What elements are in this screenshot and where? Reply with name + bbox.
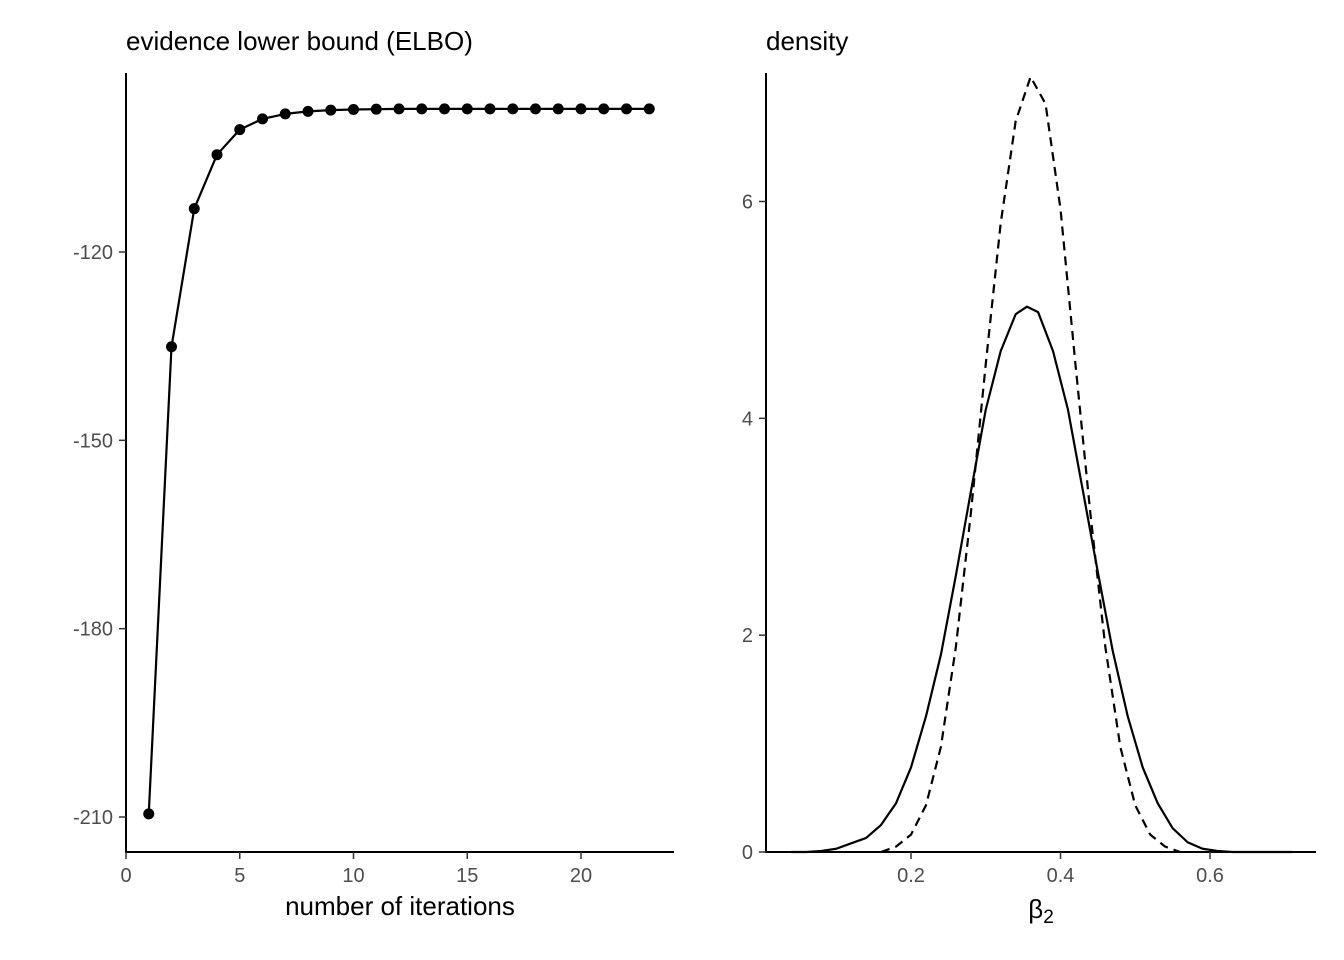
x-tick-label: 0 — [120, 865, 131, 887]
elbo-point — [575, 103, 587, 115]
y-tick-label: -180 — [73, 619, 113, 641]
density-x-axis-label-subscript: 2 — [1043, 907, 1054, 928]
x-tick-label: 20 — [570, 865, 592, 887]
elbo-point — [530, 103, 541, 115]
elbo-point — [143, 808, 155, 820]
y-tick-label: 4 — [742, 408, 753, 430]
density-x-axis-label: β2 — [1028, 894, 1054, 928]
density-x-ticks: 0.2 0.4 0.6 — [897, 852, 1224, 887]
y-tick-label: 2 — [742, 625, 753, 647]
elbo-panel: evidence lower bound (ELBO) -210 -180 -150… — [73, 26, 674, 921]
density-solid-curve — [791, 305, 1293, 854]
elbo-y-ticks: -210 -180 -150 -120 — [73, 242, 126, 829]
elbo-series — [143, 103, 655, 820]
elbo-point — [211, 149, 223, 161]
density-x-axis-label-base: β — [1028, 894, 1043, 924]
elbo-x-axis-label: number of iterations — [285, 891, 515, 921]
elbo-point — [484, 103, 496, 115]
elbo-point — [621, 103, 632, 115]
elbo-point — [598, 103, 610, 115]
density-dashed-curve — [880, 75, 1181, 854]
elbo-point — [416, 103, 428, 115]
y-tick-label: -150 — [73, 430, 113, 452]
y-tick-label: -120 — [73, 242, 113, 264]
x-tick-label: 10 — [342, 865, 364, 887]
elbo-point — [507, 103, 519, 115]
x-tick-label: 0.2 — [897, 865, 925, 887]
y-tick-label: 0 — [742, 842, 753, 864]
elbo-point — [643, 103, 655, 115]
elbo-point — [461, 103, 473, 115]
elbo-point — [234, 124, 246, 136]
elbo-point — [439, 103, 450, 115]
density-y-ticks: 0 2 4 6 — [742, 192, 766, 864]
elbo-chart-title: evidence lower bound (ELBO) — [126, 26, 473, 56]
elbo-point — [393, 103, 405, 115]
elbo-point — [279, 108, 291, 120]
elbo-point — [188, 203, 200, 215]
x-tick-label: 5 — [234, 865, 245, 887]
x-tick-label: 15 — [456, 865, 478, 887]
density-series — [791, 75, 1293, 854]
x-tick-label: 0.6 — [1196, 865, 1224, 887]
elbo-point — [370, 103, 382, 115]
elbo-point — [552, 103, 564, 115]
elbo-x-ticks: 0 5 10 15 20 — [120, 852, 592, 887]
x-tick-label: 0.4 — [1047, 865, 1075, 887]
elbo-point — [348, 103, 359, 115]
y-tick-label: 6 — [742, 192, 753, 214]
elbo-point — [302, 105, 314, 117]
y-tick-label: -210 — [73, 807, 113, 829]
elbo-point — [325, 104, 337, 116]
density-chart-title: density — [766, 26, 848, 56]
elbo-line — [147, 107, 650, 814]
elbo-point — [166, 341, 177, 353]
elbo-point — [257, 113, 268, 125]
